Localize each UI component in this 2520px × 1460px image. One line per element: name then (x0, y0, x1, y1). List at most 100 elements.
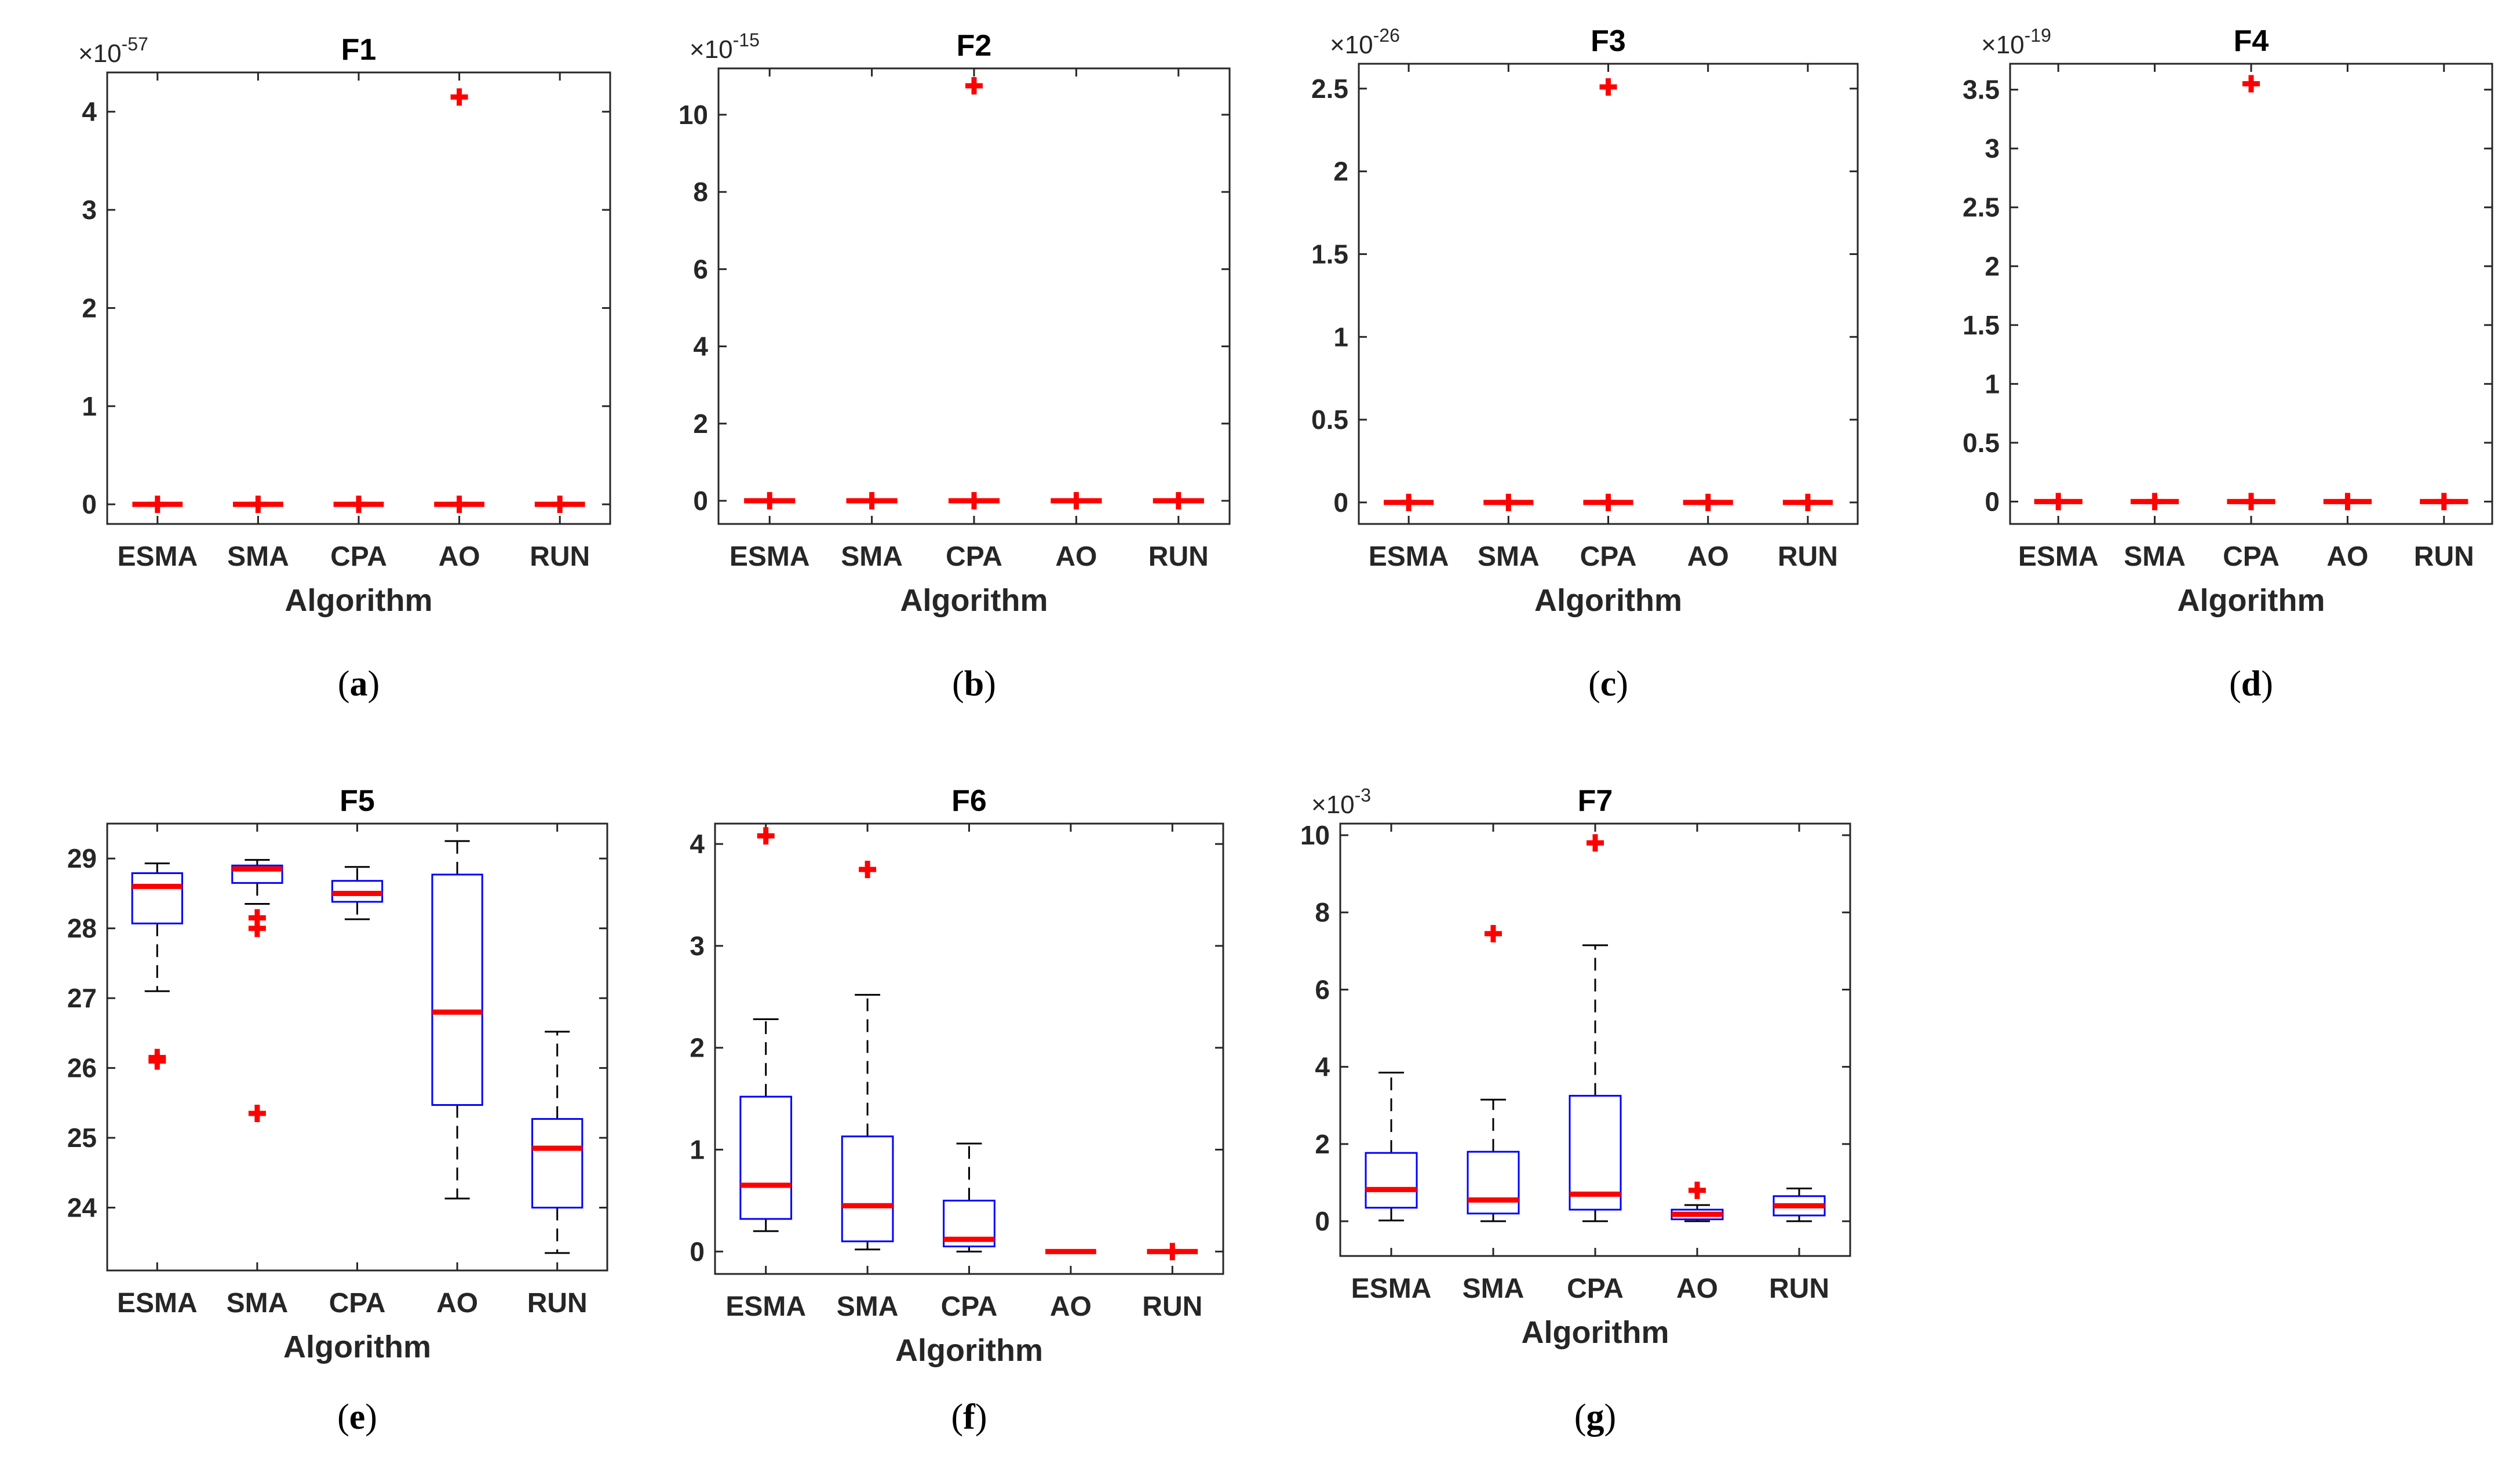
x-tick-label-esma: ESMA (1351, 1273, 1432, 1304)
box-run (534, 496, 585, 514)
box-cpa (333, 496, 384, 514)
outlier-marker (2146, 493, 2164, 511)
box-run (1153, 492, 1204, 510)
y-tick-label: 28 (67, 913, 97, 944)
plot-frame (717, 67, 1231, 525)
x-tick-label-cpa: CPA (1567, 1273, 1624, 1304)
iqr-box (841, 1135, 894, 1243)
y-axis-exponent: ×10-15 (690, 30, 760, 64)
plot-frame (106, 71, 611, 525)
outlier-marker (148, 1048, 166, 1066)
iqr-box (231, 864, 283, 884)
panel-label: (a) (338, 664, 380, 704)
x-axis-title: Algorithm (900, 583, 1048, 618)
box-run (1782, 493, 1833, 511)
y-tick-label: 1.5 (1963, 310, 2000, 340)
outlier-marker (1067, 492, 1085, 510)
outlier-marker (551, 496, 569, 514)
x-tick-label-sma: SMA (227, 541, 289, 572)
box-run (1773, 1187, 1826, 1222)
outlier-marker (249, 496, 267, 514)
outlier-marker (350, 496, 367, 514)
iqr-box (739, 1095, 793, 1220)
iqr-box (131, 872, 183, 924)
y-tick-label: 3.5 (1963, 75, 2000, 105)
box-sma (841, 861, 894, 1251)
chart-title: F7 (1578, 784, 1613, 818)
outlier-marker (450, 496, 468, 514)
x-axis-title: Algorithm (895, 1333, 1043, 1368)
chart-title: F5 (340, 784, 375, 818)
outlier-marker (1599, 78, 1617, 96)
y-tick-label: 0 (1985, 486, 2000, 516)
box-esma (744, 492, 796, 510)
y-tick-label: 0 (1333, 487, 1348, 518)
x-tick-label-run: RUN (527, 1288, 588, 1319)
plot-frame (1358, 63, 1859, 525)
y-tick-label: 3 (690, 931, 705, 961)
outlier-marker (1164, 1243, 1181, 1261)
y-tick-label: 0.5 (1311, 405, 1348, 435)
y-tick-label: 2 (1333, 156, 1348, 187)
box-run (531, 1031, 583, 1254)
box-cpa (2227, 75, 2275, 511)
iqr-box (431, 873, 483, 1106)
y-tick-label: 3 (82, 195, 97, 225)
outlier-marker (965, 77, 983, 94)
y-tick-label: 29 (67, 843, 97, 873)
x-tick-label-esma: ESMA (730, 541, 810, 572)
y-tick-label: 0 (690, 1236, 705, 1266)
x-tick-label-esma: ESMA (2018, 541, 2099, 572)
box-ao (431, 840, 483, 1200)
x-tick-label-esma: ESMA (117, 541, 198, 572)
box-cpa (1583, 78, 1633, 511)
x-tick-label-run: RUN (530, 541, 590, 572)
x-tick-label-cpa: CPA (329, 1288, 386, 1319)
outlier-marker (1485, 924, 1502, 942)
box-sma (846, 492, 898, 510)
outlier-marker (1688, 1181, 1706, 1199)
chart-title: F4 (2234, 24, 2269, 58)
y-tick-label: 10 (1300, 820, 1330, 850)
x-tick-label-ao: AO (436, 1288, 478, 1319)
y-tick-label: 26 (67, 1053, 97, 1083)
outlier-marker (1587, 834, 1604, 852)
y-tick-label: 6 (693, 254, 708, 284)
outlier-marker (148, 496, 166, 514)
y-axis-exponent: ×10-26 (1330, 25, 1400, 59)
box-sma (231, 859, 283, 1122)
box-sma (1467, 924, 1520, 1222)
outlier-marker (863, 492, 881, 510)
outlier-marker (1400, 493, 1418, 511)
outlier-marker (2435, 493, 2453, 511)
outlier-marker (965, 492, 983, 510)
y-tick-label: 4 (82, 97, 97, 127)
x-tick-label-cpa: CPA (1580, 541, 1637, 572)
x-tick-label-ao: AO (1676, 1273, 1718, 1304)
y-axis-exponent: ×10-19 (1981, 25, 2051, 59)
box-esma (2034, 493, 2083, 511)
y-tick-label: 4 (690, 829, 705, 859)
y-tick-label: 25 (67, 1123, 97, 1153)
y-tick-label: 0 (693, 486, 708, 516)
box-sma (1483, 493, 1534, 511)
box-sma (2131, 493, 2179, 511)
chart-f2: 0 2 4 6 8 10 ESMA SMA CPA AO RUN F2 Algorithm ×10-15 (… (679, 29, 1231, 704)
outlier-marker (1799, 493, 1817, 511)
box-run (1147, 1243, 1198, 1261)
box-ao (434, 88, 484, 514)
box-sma (233, 496, 283, 514)
x-tick-label-sma: SMA (1478, 541, 1540, 572)
box-esma (132, 496, 183, 514)
box-esma (1365, 1072, 1418, 1222)
y-tick-label: 0 (82, 489, 97, 519)
x-tick-label-cpa: CPA (330, 541, 387, 572)
x-tick-label-sma: SMA (227, 1288, 289, 1319)
y-tick-label: 0 (1315, 1206, 1330, 1236)
y-tick-label: 3 (1985, 133, 2000, 163)
y-tick-label: 1 (1333, 322, 1348, 352)
x-tick-label-run: RUN (1778, 541, 1838, 572)
box-esma (1384, 493, 1434, 511)
x-tick-label-cpa: CPA (941, 1291, 998, 1322)
box-ao (1051, 492, 1102, 510)
